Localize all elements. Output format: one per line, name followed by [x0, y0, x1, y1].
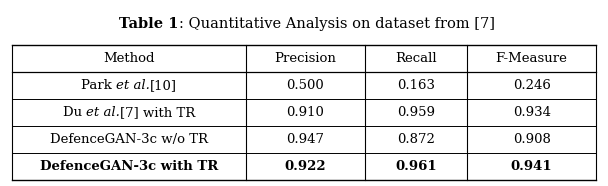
Text: 0.947: 0.947 — [286, 133, 325, 146]
Text: 0.961: 0.961 — [396, 160, 437, 173]
Text: et al.: et al. — [86, 106, 120, 119]
Text: 0.959: 0.959 — [398, 106, 435, 119]
Text: DefenceGAN-3c with TR: DefenceGAN-3c with TR — [40, 160, 218, 173]
Text: 0.246: 0.246 — [513, 79, 551, 92]
Text: 0.908: 0.908 — [513, 133, 551, 146]
Text: Precision: Precision — [275, 52, 336, 65]
Text: 0.872: 0.872 — [398, 133, 435, 146]
Text: 0.910: 0.910 — [286, 106, 325, 119]
Text: Method: Method — [103, 52, 154, 65]
Text: Park: Park — [81, 79, 116, 92]
Text: et al.: et al. — [116, 79, 150, 92]
Text: Du: Du — [63, 106, 86, 119]
Text: [10]: [10] — [150, 79, 177, 92]
Text: 0.922: 0.922 — [285, 160, 326, 173]
Text: DefenceGAN-3c w/o TR: DefenceGAN-3c w/o TR — [50, 133, 208, 146]
Text: 0.500: 0.500 — [286, 79, 324, 92]
Text: 0.934: 0.934 — [513, 106, 551, 119]
Text: 0.941: 0.941 — [511, 160, 553, 173]
Text: F-Measure: F-Measure — [496, 52, 568, 65]
Text: : Quantitative Analysis on dataset from [7]: : Quantitative Analysis on dataset from … — [179, 17, 495, 31]
Text: Table 1: Table 1 — [119, 17, 179, 31]
Text: Recall: Recall — [396, 52, 437, 65]
Text: 0.163: 0.163 — [398, 79, 435, 92]
Text: [7] with TR: [7] with TR — [120, 106, 195, 119]
